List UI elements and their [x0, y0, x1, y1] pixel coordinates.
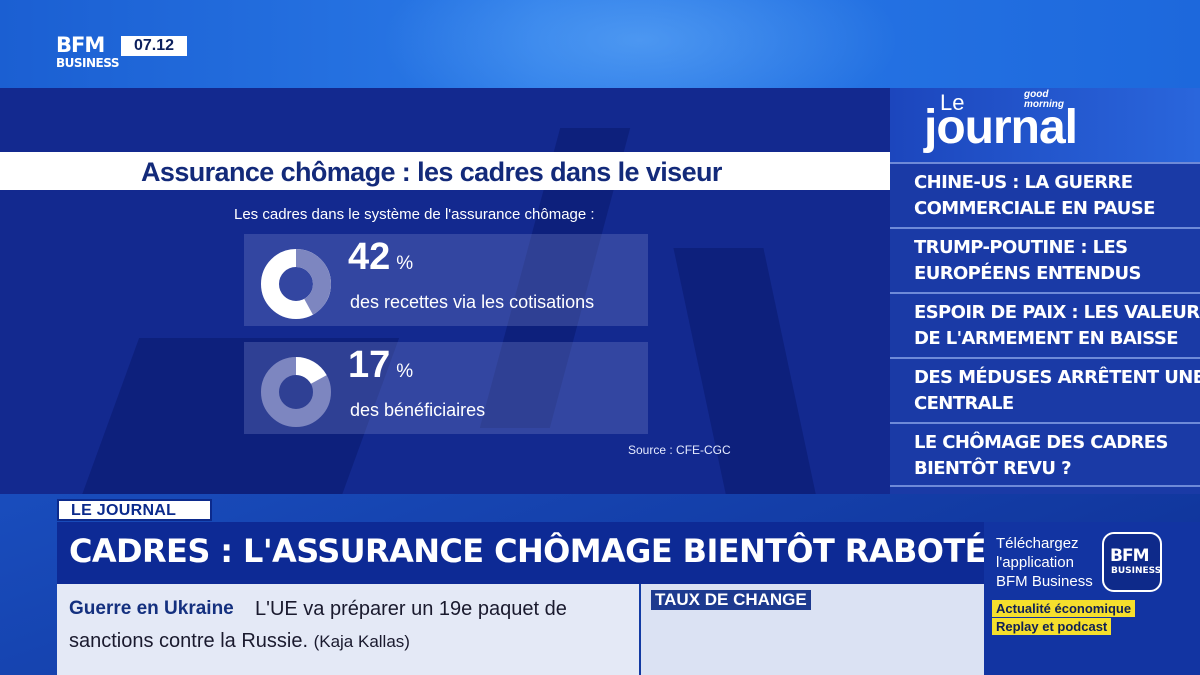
promo-line: Téléchargez [996, 535, 1079, 552]
donut-chart-icon [261, 249, 331, 319]
good-morning-logo: good morning [1024, 90, 1064, 110]
sponsor-line1: good [1024, 89, 1049, 100]
journal-sidebar: Le journal good morning CHINE-US : LA GU… [890, 88, 1200, 494]
journal-item-line: DE L'ARMEMENT EN BAISSE [914, 328, 1178, 349]
stat-card-recettes: 42% des recettes via les cotisations [244, 234, 648, 326]
stat-unit: % [396, 253, 414, 274]
background-shape [673, 248, 817, 494]
journal-item-line: LE CHÔMAGE DES CADRES [914, 432, 1168, 453]
journal-item-line: ESPOIR DE PAIX : LES VALEURS [914, 302, 1200, 323]
logo-bfm: BFM [56, 33, 105, 57]
bfm-business-logo: BFM BUSINESS [56, 33, 119, 74]
headline-banner: CADRES : L'ASSURANCE CHÔMAGE BIENTÔT RAB… [57, 522, 1036, 584]
stat-card-beneficiaires: 17% des bénéficiaires [244, 342, 648, 434]
journal-title: journal [924, 101, 1078, 154]
promo-tag-replay: Replay et podcast [992, 618, 1112, 635]
tag-label: LE JOURNAL [71, 502, 177, 519]
journal-le: Le [940, 90, 965, 115]
ticker-attribution: (Kaja Kallas) [313, 632, 410, 651]
infographic-headline: Assurance chômage : les cadres dans le v… [141, 157, 722, 187]
exchange-rate-panel: TAUX DE CHANGE [641, 584, 984, 675]
journal-item-line: CENTRALE [914, 393, 1014, 414]
journal-header: Le journal good morning [890, 88, 1200, 162]
infographic-headline-bar: Assurance chômage : les cadres dans le v… [0, 152, 890, 190]
stat-value: 17% [348, 344, 413, 387]
journal-item: DES MÉDUSES ARRÊTENT UNE CENTRALE [890, 357, 1200, 422]
journal-item-line: EUROPÉENS ENTENDUS [914, 263, 1141, 284]
journal-item-line: COMMERCIALE EN PAUSE [914, 198, 1155, 219]
le-journal-tag: LE JOURNAL [57, 499, 212, 521]
exchange-rate-label: TAUX DE CHANGE [651, 590, 811, 610]
promo-line: BFM Business [996, 573, 1093, 590]
journal-item: CHINE-US : LA GUERRE COMMERCIALE EN PAUS… [890, 162, 1200, 227]
stat-label: des recettes via les cotisations [350, 292, 595, 312]
promo-tag-actualite: Actualité économique [992, 600, 1136, 617]
infographic-subtitle: Les cadres dans le système de l'assuranc… [234, 206, 595, 223]
journal-item-line: DES MÉDUSES ARRÊTENT UNE [914, 367, 1200, 388]
journal-item: ESPOIR DE PAIX : LES VALEURS DE L'ARMEME… [890, 292, 1200, 357]
app-promo: Téléchargez l'application BFM Business B… [984, 522, 1200, 675]
ticker-text-line1: L'UE va préparer un 19e paquet de [255, 598, 567, 620]
bfm-app-icon: BFM BUSINESS [1102, 532, 1162, 592]
promo-text: Téléchargez l'application BFM Business [996, 534, 1093, 591]
stat-unit: % [396, 361, 414, 382]
ticker-text-line2: sanctions contre la Russie. (Kaja Kallas… [69, 630, 410, 653]
journal-item: TRUMP-POUTINE : LES EUROPÉENS ENTENDUS [890, 227, 1200, 292]
news-ticker: Guerre en Ukraine L'UE va préparer un 19… [57, 584, 639, 675]
stat-value-number: 42 [348, 236, 391, 278]
logo-business: BUSINESS [56, 56, 119, 70]
app-icon-bfm: BFM [1110, 546, 1149, 566]
ticker-topic: Guerre en Ukraine [69, 598, 234, 619]
clock: 07.12 [121, 36, 187, 56]
journal-item-line: TRUMP-POUTINE : LES [914, 237, 1128, 258]
ticker-text: sanctions contre la Russie. [69, 630, 309, 652]
headline-text: CADRES : L'ASSURANCE CHÔMAGE BIENTÔT RAB… [69, 532, 1036, 570]
sponsor-line2: morning [1024, 99, 1064, 110]
source-credit: Source : CFE-CGC [628, 443, 731, 457]
stat-value-number: 17 [348, 344, 391, 386]
journal-list: CHINE-US : LA GUERRE COMMERCIALE EN PAUS… [890, 162, 1200, 487]
journal-item: LE CHÔMAGE DES CADRES BIENTÔT REVU ? [890, 422, 1200, 487]
stat-label: des bénéficiaires [350, 400, 486, 420]
top-band [0, 0, 1200, 140]
donut-chart-icon [261, 357, 331, 427]
stat-value: 42% [348, 236, 413, 279]
infographic-panel: Assurance chômage : les cadres dans le v… [0, 88, 890, 494]
app-icon-business: BUSINESS [1111, 566, 1162, 576]
journal-item-line: BIENTÔT REVU ? [914, 458, 1072, 479]
promo-line: l'application [996, 554, 1074, 571]
journal-item-line: CHINE-US : LA GUERRE [914, 172, 1133, 193]
